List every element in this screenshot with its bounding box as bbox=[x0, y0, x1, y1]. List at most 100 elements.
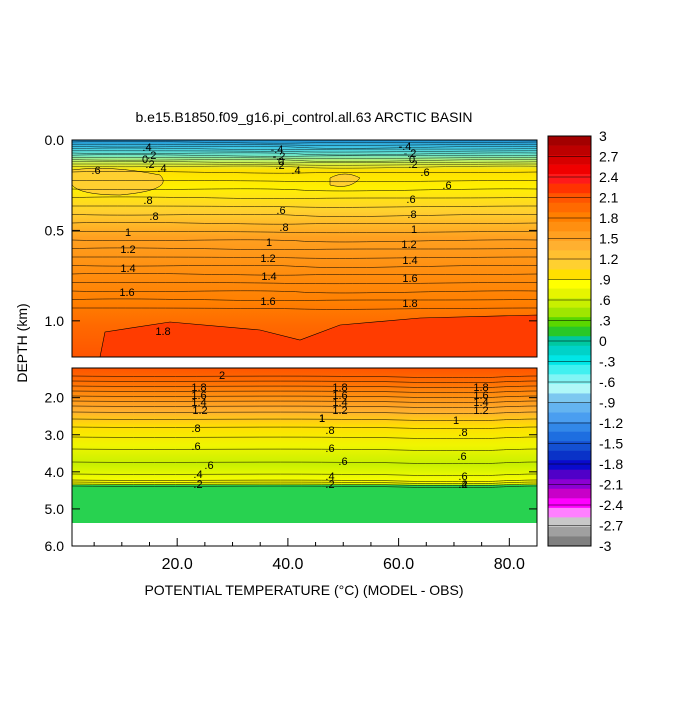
colorbar-tick-label: 1.5 bbox=[599, 231, 619, 247]
colorbar-swatch bbox=[548, 450, 591, 461]
x-axis-label: POTENTIAL TEMPERATURE (°C) (MODEL - OBS) bbox=[144, 582, 463, 598]
contour-label: 0 bbox=[409, 154, 415, 166]
contour-label: 1.2 bbox=[401, 239, 416, 251]
x-tick-label: 80.0 bbox=[494, 556, 525, 573]
contour-label: 0 bbox=[142, 154, 148, 166]
chart-title: b.e15.B1850.f09_g16.pi_control.all.63 AR… bbox=[136, 109, 473, 125]
contour-line bbox=[71, 375, 538, 378]
colorbar-swatch bbox=[548, 364, 591, 375]
colorbar-tick-label: -1.5 bbox=[599, 436, 623, 452]
contour-label: 1.6 bbox=[191, 390, 206, 402]
contour-label: .6 bbox=[406, 194, 415, 206]
colorbar-tick-label: -2.7 bbox=[599, 518, 623, 534]
contour-label: 1.2 bbox=[260, 253, 275, 265]
contour-label: -.2 bbox=[404, 148, 417, 160]
contour-label: 1.8 bbox=[191, 382, 206, 394]
contour-line bbox=[71, 473, 538, 476]
contour-line bbox=[71, 256, 538, 259]
contour-line bbox=[71, 461, 538, 464]
colorbar-swatch bbox=[548, 526, 591, 537]
colorbar-tick-label: -2.1 bbox=[599, 477, 623, 493]
contour-line bbox=[71, 144, 538, 146]
x-tick-label: 40.0 bbox=[272, 556, 303, 573]
x-ticks: 20.0 40.0 60.0 80.0 bbox=[93, 538, 538, 573]
colorbar-swatch bbox=[548, 412, 591, 423]
contour-label: 1 bbox=[266, 237, 272, 249]
y-tick-label: 6.0 bbox=[45, 538, 65, 554]
contour-line bbox=[71, 247, 538, 250]
contour-line bbox=[71, 154, 538, 157]
upper-warm-patch bbox=[71, 168, 164, 196]
contour-line bbox=[71, 163, 538, 166]
colorbar-swatch bbox=[548, 183, 591, 194]
contour-label: 1.8 bbox=[155, 326, 170, 338]
colorbar-swatch bbox=[548, 498, 591, 509]
colorbar-tick-label: .9 bbox=[599, 272, 611, 288]
colorbar-swatch bbox=[548, 136, 591, 146]
colorbar-swatch bbox=[548, 259, 591, 270]
colorbar-swatch bbox=[548, 326, 591, 337]
contour-line bbox=[71, 150, 538, 153]
colorbar-swatch bbox=[548, 269, 591, 280]
colorbar-tick-label: .3 bbox=[599, 313, 611, 329]
colorbar-tick-label: 0 bbox=[599, 333, 607, 349]
contour-label: 1.2 bbox=[120, 244, 135, 256]
lower-panel-frame bbox=[71, 367, 538, 547]
colorbar-swatch bbox=[548, 517, 591, 528]
colorbar-tick-label: 3 bbox=[599, 128, 607, 144]
contour-label: -.2 bbox=[273, 151, 286, 163]
contour-label: .4 bbox=[291, 165, 300, 177]
contour-line bbox=[71, 298, 538, 301]
contour-label: .6 bbox=[458, 471, 467, 483]
contour-line bbox=[71, 282, 538, 285]
colorbar-swatch bbox=[548, 193, 591, 204]
colorbar-swatch bbox=[548, 422, 591, 432]
contour-label: .8 bbox=[407, 209, 416, 221]
colorbar-swatch bbox=[548, 507, 591, 518]
upper-panel-frame bbox=[71, 139, 538, 358]
contour-line bbox=[71, 395, 538, 398]
colorbar-tick-label: -1.8 bbox=[599, 456, 623, 472]
contour-label: .6 bbox=[442, 180, 451, 192]
contour-label: 1.8 bbox=[402, 298, 417, 310]
contour-label: 1.4 bbox=[261, 271, 276, 283]
contour-label: .6 bbox=[204, 460, 213, 472]
colorbar-swatch bbox=[548, 221, 591, 232]
contour-label: .6 bbox=[457, 451, 466, 463]
y-ticks-upper: 0.0 0.5 1.0 bbox=[45, 132, 537, 329]
y-tick-label: 2.0 bbox=[45, 390, 65, 406]
colorbar-swatch bbox=[548, 383, 591, 394]
contour-line bbox=[71, 390, 538, 393]
contour-line bbox=[71, 400, 538, 403]
contour-label: 1 bbox=[411, 224, 417, 236]
contour-label: .6 bbox=[191, 441, 200, 453]
contour-line bbox=[71, 161, 538, 164]
contour-label: 1.6 bbox=[402, 273, 417, 285]
contour-line bbox=[71, 147, 538, 150]
contour-label: .6 bbox=[420, 167, 429, 179]
contour-line bbox=[71, 239, 538, 243]
contour-label: 1.8 bbox=[473, 382, 488, 394]
contour-line bbox=[71, 436, 538, 439]
contour-label: 1.4 bbox=[120, 263, 135, 275]
colorbar-swatch bbox=[548, 240, 591, 251]
colorbar-swatch bbox=[548, 164, 591, 175]
contour-label: .8 bbox=[325, 425, 334, 437]
contour-label: .6 bbox=[91, 165, 100, 177]
contour-label: 1 bbox=[319, 413, 325, 425]
contour-line bbox=[71, 196, 538, 199]
colorbar-swatch bbox=[548, 155, 591, 165]
colorbar-swatch bbox=[548, 441, 591, 451]
contour-label: -.2 bbox=[144, 150, 157, 162]
contour-line bbox=[71, 448, 538, 451]
colorbar-tick-label: .6 bbox=[599, 292, 611, 308]
colorbar-swatch bbox=[548, 202, 591, 213]
contour-line bbox=[71, 481, 538, 484]
contour-line bbox=[71, 265, 538, 268]
colorbar-swatch bbox=[548, 488, 591, 499]
contour-label: .2 bbox=[193, 479, 202, 491]
colorbar-swatch bbox=[548, 145, 591, 156]
contour-line bbox=[71, 385, 538, 388]
y-tick-label: 0.5 bbox=[45, 222, 65, 238]
